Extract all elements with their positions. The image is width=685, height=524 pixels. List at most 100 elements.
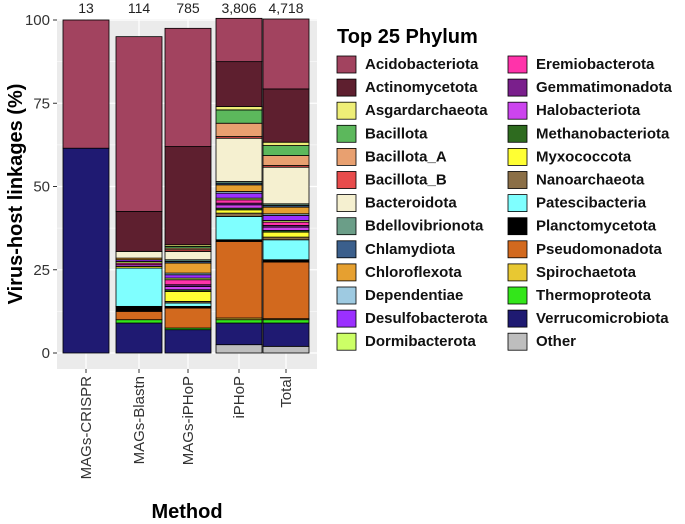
bar-segment-Acidobacteriota [164,27,212,147]
bar-segment-Verrucomicrobiota [215,322,263,346]
legend-swatch [336,240,357,259]
legend-label: Pseudomonadota [536,241,663,258]
legend-label: Verrucomicrobiota [536,310,669,327]
legend-swatch [336,78,357,97]
bar-MAGs-CRISPR [62,19,110,354]
legend-item: Other [507,332,576,351]
legend-label: Bacteroidota [365,195,457,212]
y-tick-label: 0 [42,345,50,362]
legend-label: Dormibacterota [365,333,477,350]
bar-segment-Myxococcota [164,290,212,302]
bar-segment-Bacillota [215,109,263,124]
legend-item: Bacillota [336,124,428,143]
legend-swatch [507,286,528,305]
x-tick-label: Total [278,376,295,408]
legend-label: Other [536,333,576,350]
legend-item: Bacillota_B [336,171,447,189]
bar-counts: 13 114 785 3,806 4,718 [78,0,304,16]
legend-label: Methanobacteriota [536,125,670,142]
bar-segment-Other [262,345,310,354]
legend-swatch [336,171,357,189]
legend-label: Bacillota_A [365,148,447,165]
bar-segment-Desulfobacterota [164,274,212,279]
bar-segment-Verrucomicrobiota [262,322,310,347]
bar-segment-Bacteroidota [164,251,212,261]
bar-segment-Bacillota_A [262,155,310,166]
bar-segment-Patescibacteria [262,239,310,261]
bars [62,17,310,354]
y-tick-label: 100 [25,12,50,29]
legend-label: Chlamydiota [365,241,456,258]
bar-segment-Eremiobacterota [262,221,310,226]
legend-swatch [336,309,357,328]
legend-label: Acidobacteriota [365,56,479,73]
x-tick-label: iPHoP [231,376,248,419]
legend-swatch [507,309,528,328]
bar-count-label: 3,806 [221,0,256,16]
legend-item: Chlamydiota [336,240,456,259]
bar-segment-Patescibacteria [215,216,263,241]
legend-label: Bacillota [365,125,428,142]
legend-label: Planctomycetota [536,218,657,235]
legend-swatch [336,101,357,120]
legend-swatch [336,286,357,305]
bar-segment-Asgardarchaeota [215,106,263,111]
bar-segment-Pseudomonadota [164,307,212,329]
bar-segment-Verrucomicrobiota [62,147,110,354]
y-tick-label: 50 [33,179,50,196]
bar-segment-Myxococcota [215,209,263,214]
legend-item: Myxococcota [507,147,632,166]
bar-segment-Eremiobacterota [215,199,263,204]
legend-swatch [507,217,528,236]
x-tick-label: MAGs-iPHoP [180,376,197,465]
legend-item: Dormibacterota [336,332,477,351]
legend-swatch [336,332,357,351]
legend-swatch [336,124,357,143]
bar-segment-Thermoproteota [262,319,310,324]
legend-swatch [507,78,528,97]
legend-label: Bacillota_B [365,172,447,189]
bar-count-label: 13 [78,0,94,16]
legend-label: Spirochaetota [536,264,637,281]
legend-swatch [507,263,528,282]
legend-label: Nanoarchaeota [536,172,645,189]
bar-segment-Chloroflexota [164,262,212,274]
bar-segment-Halobacteriota [164,285,212,291]
bar-segment-Myxococcota [262,231,310,238]
x-tick-label: MAGs-Blastn [131,376,148,464]
legend-label: Eremiobacterota [536,56,655,73]
legend-label: Actinomycetota [365,79,478,96]
legend-swatch [336,217,357,236]
bar-segment-Actinomycetota [164,146,212,246]
legend-label: Bdellovibrionota [365,218,484,235]
legend-item: Dependentiae [336,286,463,305]
legend-item: Gemmatimonadota [507,78,673,97]
legend-label: Myxococcota [536,148,632,165]
legend-item: Bacteroidota [336,194,457,213]
bar-segment-Pseudomonadota [262,261,310,320]
legend-item: Planctomycetota [507,217,657,236]
bar-segment-Bacteroidota [262,166,310,205]
y-tick-label: 75 [33,95,50,112]
bar-segment-Thermoproteota [215,319,263,324]
legend-item: Methanobacteriota [507,124,670,143]
bar-segment-Chloroflexota [262,206,310,215]
legend-item: Desulfobacterota [336,309,488,328]
bar-Total [262,18,310,354]
bar-segment-Eremiobacterota [164,279,212,286]
legend-label: Asgardarchaeota [365,102,488,119]
legend-item: Actinomycetota [336,78,478,97]
bar-segment-Pseudomonadota [115,310,163,321]
bar-segment-Thermoproteota [115,319,163,324]
legend-swatch [507,171,528,189]
bar-segment-Patescibacteria [164,302,212,307]
legend-label: Halobacteriota [536,102,641,119]
bar-segment-Chloroflexota [215,184,263,192]
legend-item: Patescibacteria [507,194,647,213]
legend-swatch [507,147,528,166]
bar-segment-Bacillota_A [215,122,263,137]
bar-count-label: 114 [128,0,151,16]
legend-item: Nanoarchaeota [507,171,645,189]
bar-segment-Bacillota [262,145,310,156]
